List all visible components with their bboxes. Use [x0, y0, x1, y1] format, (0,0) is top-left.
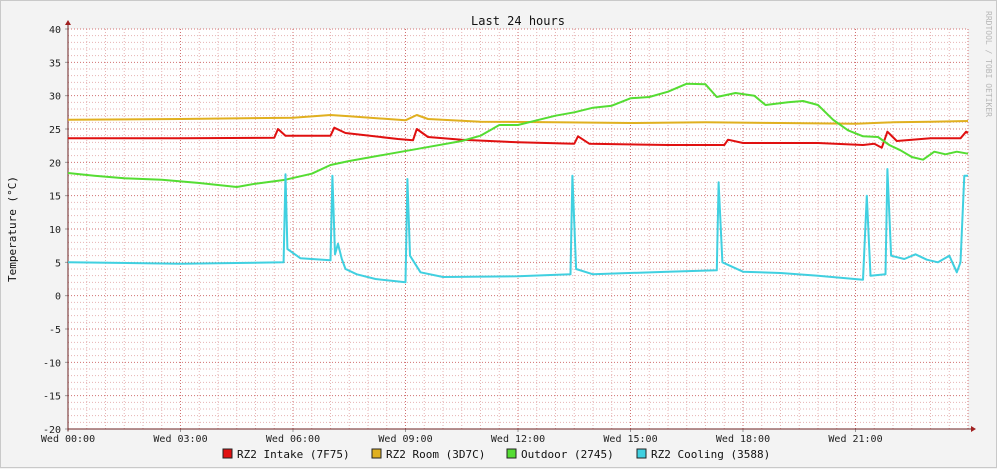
watermark: RRDTOOL / TOBI OETIKER [984, 11, 993, 117]
legend-swatch [222, 448, 233, 459]
series-line-0 [68, 126, 969, 149]
x-tick-label: Wed 06:00 [266, 434, 320, 445]
legend-label: RZ2 Cooling (3588) [651, 448, 770, 461]
chart-title: Last 24 hours [471, 14, 565, 28]
y-tick-label: 5 [55, 258, 61, 269]
x-tick-label: Wed 18:00 [716, 434, 770, 445]
series-line-3 [67, 168, 968, 284]
x-tick-label: Wed 03:00 [153, 434, 207, 445]
y-tick-label: -5 [49, 325, 61, 336]
x-tick-label: Wed 15:00 [603, 434, 657, 445]
series-line-2 [67, 82, 969, 188]
legend-label: RZ2 Intake (7F75) [237, 448, 350, 461]
legend-label: RZ2 Room (3D7C) [386, 448, 485, 461]
y-tick-label: 15 [49, 192, 61, 203]
y-tick-label: 35 [49, 58, 61, 69]
x-tick-label: Wed 12:00 [491, 434, 545, 445]
x-tick-label: Wed 09:00 [378, 434, 432, 445]
legend-swatch [371, 448, 382, 459]
y-tick-label: 40 [49, 25, 61, 36]
legend-swatch [506, 448, 517, 459]
y-axis-arrow [65, 20, 71, 25]
x-axis-arrow [971, 426, 976, 432]
y-tick-label: 30 [49, 92, 61, 103]
y-tick-label: -10 [43, 358, 61, 369]
y-axis-label: Temperature (°C) [6, 176, 19, 282]
legend-label: Outdoor (2745) [521, 448, 614, 461]
y-tick-label: 0 [55, 292, 61, 303]
y-tick-label: -15 [43, 392, 61, 403]
y-tick-label: 20 [49, 158, 61, 169]
x-tick-label: Wed 21:00 [828, 434, 882, 445]
series-line-1 [67, 114, 969, 125]
y-tick-label: -20 [43, 425, 61, 436]
legend-swatch [636, 448, 647, 459]
y-tick-label: 10 [49, 225, 61, 236]
x-tick-label: Wed 00:00 [41, 434, 95, 445]
y-tick-label: 25 [49, 125, 61, 136]
